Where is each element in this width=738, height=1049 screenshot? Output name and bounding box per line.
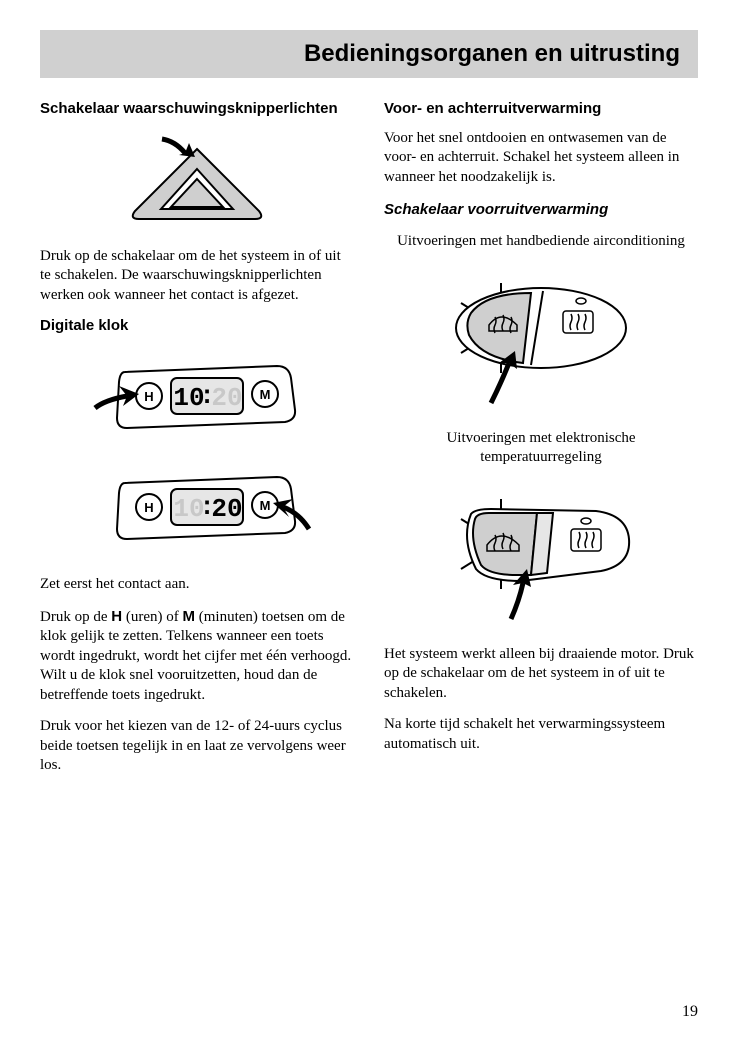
right-column: Voor- en achterruitverwarming Voor het s… bbox=[384, 100, 698, 788]
svg-text:M: M bbox=[260, 498, 271, 513]
figure-manual-ac bbox=[384, 263, 698, 413]
text-defrost-desc: Voor het snel ontdooien en ontwasemen va… bbox=[384, 129, 698, 188]
text-clock-cycle: Druk voor het kiezen van de 12- of 24-uu… bbox=[40, 717, 354, 776]
heading-defrost: Voor- en achterruitverwarming bbox=[384, 100, 698, 119]
text-clock-first: Zet eerst het contact aan. bbox=[40, 575, 354, 595]
text-hazard-desc: Druk op de schakelaar om de het systeem … bbox=[40, 247, 354, 306]
svg-text:H: H bbox=[144, 389, 153, 404]
hazard-switch-icon bbox=[107, 131, 287, 231]
figure-clock-m: 10 : 20 H M bbox=[40, 459, 354, 559]
heading-hazard: Schakelaar waarschuwingsknipperlichten bbox=[40, 100, 354, 119]
figure-clock-h: 10 : 20 H M bbox=[40, 348, 354, 443]
heading-front-defrost: Schakelaar voorruitverwarming bbox=[384, 201, 698, 218]
clock-m-icon: 10 : 20 H M bbox=[77, 459, 317, 559]
svg-text:H: H bbox=[144, 500, 153, 515]
electronic-panel-icon bbox=[431, 479, 651, 629]
caption-electronic: Uitvoeringen met elektronische temperatu… bbox=[384, 429, 698, 467]
text-clock-instructions: Druk op de H (uren) of M (minuten) toets… bbox=[40, 607, 354, 706]
header-title: Bedieningsorganen en uitrusting bbox=[304, 40, 680, 67]
left-column: Schakelaar waarschuwingsknipperlichten D… bbox=[40, 100, 354, 788]
page-number: 19 bbox=[682, 1003, 698, 1021]
heading-digital-clock: Digitale klok bbox=[40, 317, 354, 336]
caption-manual-ac: Uitvoeringen met handbediende airconditi… bbox=[384, 232, 698, 251]
manual-ac-panel-icon bbox=[431, 263, 651, 413]
figure-hazard-switch bbox=[40, 131, 354, 231]
svg-text:M: M bbox=[260, 387, 271, 402]
page-header: Bedieningsorganen en uitrusting bbox=[40, 30, 698, 78]
clock-h-icon: 10 : 20 H M bbox=[77, 348, 317, 443]
text-auto-off: Na korte tijd schakelt het verwarmingssy… bbox=[384, 715, 698, 754]
content-columns: Schakelaar waarschuwingsknipperlichten D… bbox=[40, 100, 698, 788]
text-system-running: Het systeem werkt alleen bij draaiende m… bbox=[384, 645, 698, 704]
figure-electronic bbox=[384, 479, 698, 629]
svg-text:20: 20 bbox=[211, 494, 242, 524]
svg-text:20: 20 bbox=[211, 383, 242, 413]
